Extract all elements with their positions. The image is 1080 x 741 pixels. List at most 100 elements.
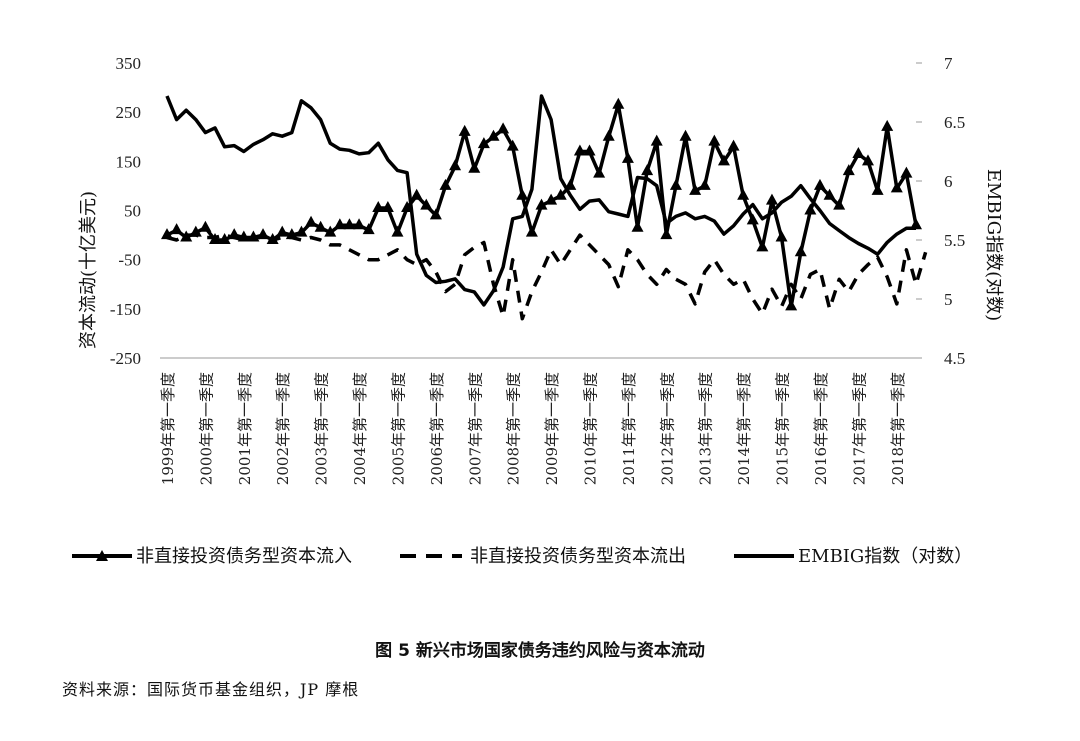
x-tick-label: 2005年第一季度	[389, 372, 407, 485]
left-tick-label: 50	[124, 202, 141, 221]
x-tick-label: 2011年第一季度	[620, 372, 638, 485]
inflow-marker	[804, 203, 817, 215]
inflow-marker	[497, 122, 510, 134]
legend-label-outflow: 非直接投资债务型资本流出	[470, 546, 686, 567]
legend-item-inflow: 非直接投资债务型资本流入	[72, 546, 352, 567]
right-tick-label: 5	[944, 290, 953, 309]
inflow-marker	[794, 245, 807, 257]
x-tick-label: 2017年第一季度	[850, 372, 868, 485]
inflow-marker	[900, 166, 913, 178]
inflow-marker	[199, 220, 212, 232]
inflow-marker	[477, 137, 490, 149]
inflow-marker	[660, 228, 673, 240]
x-tick-label: 2015年第一季度	[774, 372, 792, 485]
right-tick-label: 6.5	[944, 113, 965, 132]
inflow-marker	[276, 225, 289, 237]
x-tick-label: 2010年第一季度	[582, 372, 600, 485]
left-tick-label: -50	[118, 251, 141, 270]
inflow-marker	[506, 139, 519, 151]
right-tick-label: 4.5	[944, 349, 965, 368]
right-tick-label: 7	[944, 54, 953, 73]
x-tick-label: 2001年第一季度	[236, 372, 254, 485]
inflow-marker	[218, 233, 231, 244]
inflow-marker	[381, 201, 394, 213]
inflow-marker	[535, 198, 548, 210]
inflow-marker	[727, 139, 740, 151]
inflow-marker	[881, 119, 894, 131]
x-axis-ticks: 1999年第一季度 2000年第一季度 2001年第一季度 2002年第一季度 2003…	[159, 372, 907, 485]
x-tick-label: 2002年第一季度	[274, 372, 292, 485]
inflow-marker	[353, 218, 366, 230]
inflow-marker	[775, 230, 788, 242]
inflow-marker	[813, 178, 826, 190]
inflow-marker	[708, 134, 721, 146]
inflow-marker	[343, 218, 356, 230]
inflow-marker	[737, 188, 750, 200]
inflow-marker	[679, 129, 692, 141]
right-axis-ticks: 7 6.5 6 5.5 5 4.5	[916, 54, 965, 368]
legend: 非直接投资债务型资本流入 非直接投资债务型资本流出 EMBIG指数（对数）	[72, 546, 972, 567]
inflow-marker	[170, 223, 183, 235]
left-tick-label: 150	[116, 152, 142, 171]
inflow-marker	[621, 151, 634, 163]
inflow-marker	[516, 188, 529, 200]
inflow-marker	[458, 124, 471, 136]
inflow-marker	[429, 208, 442, 220]
legend-marker-triangle	[96, 550, 108, 561]
inflow-marker	[871, 183, 884, 195]
series-line-1	[166, 233, 928, 321]
inflow-marker	[833, 198, 846, 210]
inflow-marker	[746, 213, 759, 225]
inflow-marker	[842, 164, 855, 176]
y-axis-label-right: EMBIG指数(对数)	[983, 169, 1004, 321]
inflow-marker	[180, 230, 193, 242]
series-line-2	[165, 94, 916, 307]
inflow-marker	[554, 188, 567, 200]
x-tick-label: 2012年第一季度	[658, 372, 676, 485]
inflow-marker	[525, 225, 538, 237]
x-tick-label: 1999年第一季度	[159, 372, 177, 485]
inflow-marker	[305, 215, 318, 227]
inflow-marker	[410, 188, 423, 200]
x-tick-label: 2000年第一季度	[197, 372, 215, 485]
inflow-marker	[161, 228, 173, 240]
inflow-marker	[612, 97, 625, 109]
inflow-marker	[545, 193, 558, 205]
inflow-marker	[669, 178, 682, 190]
right-tick-label: 5.5	[944, 231, 965, 250]
inflow-marker	[861, 154, 874, 166]
x-tick-label: 2018年第一季度	[889, 372, 907, 485]
inflow-marker	[852, 146, 865, 158]
inflow-marker	[391, 225, 404, 237]
left-tick-label: -150	[110, 300, 141, 319]
x-tick-label: 2008年第一季度	[505, 372, 523, 485]
source-note: 资料来源：国际货币基金组织，JP 摩根	[62, 680, 360, 699]
x-tick-label: 2007年第一季度	[466, 372, 484, 485]
inflow-marker	[295, 225, 308, 237]
x-tick-label: 2014年第一季度	[735, 372, 753, 485]
inflow-marker	[602, 129, 615, 141]
series-layer	[161, 94, 928, 321]
inflow-marker	[641, 164, 654, 176]
x-tick-label: 2003年第一季度	[313, 372, 331, 485]
inflow-marker	[439, 178, 452, 190]
inflow-marker	[631, 220, 644, 232]
chart: 350 250 150 50 -50 -150 -250 7 6.5 6 5.5 5 4.5 1999…	[72, 54, 1004, 567]
left-tick-label: 250	[116, 103, 142, 122]
inflow-marker	[823, 188, 836, 200]
inflow-marker	[765, 193, 778, 205]
right-tick-label: 6	[944, 172, 953, 191]
x-tick-label: 2016年第一季度	[812, 372, 830, 485]
inflow-marker	[237, 230, 250, 242]
inflow-marker	[573, 144, 586, 156]
inflow-marker	[333, 218, 346, 230]
y-axis-label-left: 资本流动(十亿美元)	[78, 191, 99, 349]
inflow-marker	[487, 129, 500, 141]
inflow-marker	[314, 220, 327, 232]
inflow-marker	[717, 154, 730, 166]
inflow-marker	[449, 159, 462, 171]
left-tick-label: 350	[116, 54, 142, 73]
inflow-marker	[689, 183, 702, 195]
x-tick-label: 2009年第一季度	[543, 372, 561, 485]
left-tick-label: -250	[110, 349, 141, 368]
